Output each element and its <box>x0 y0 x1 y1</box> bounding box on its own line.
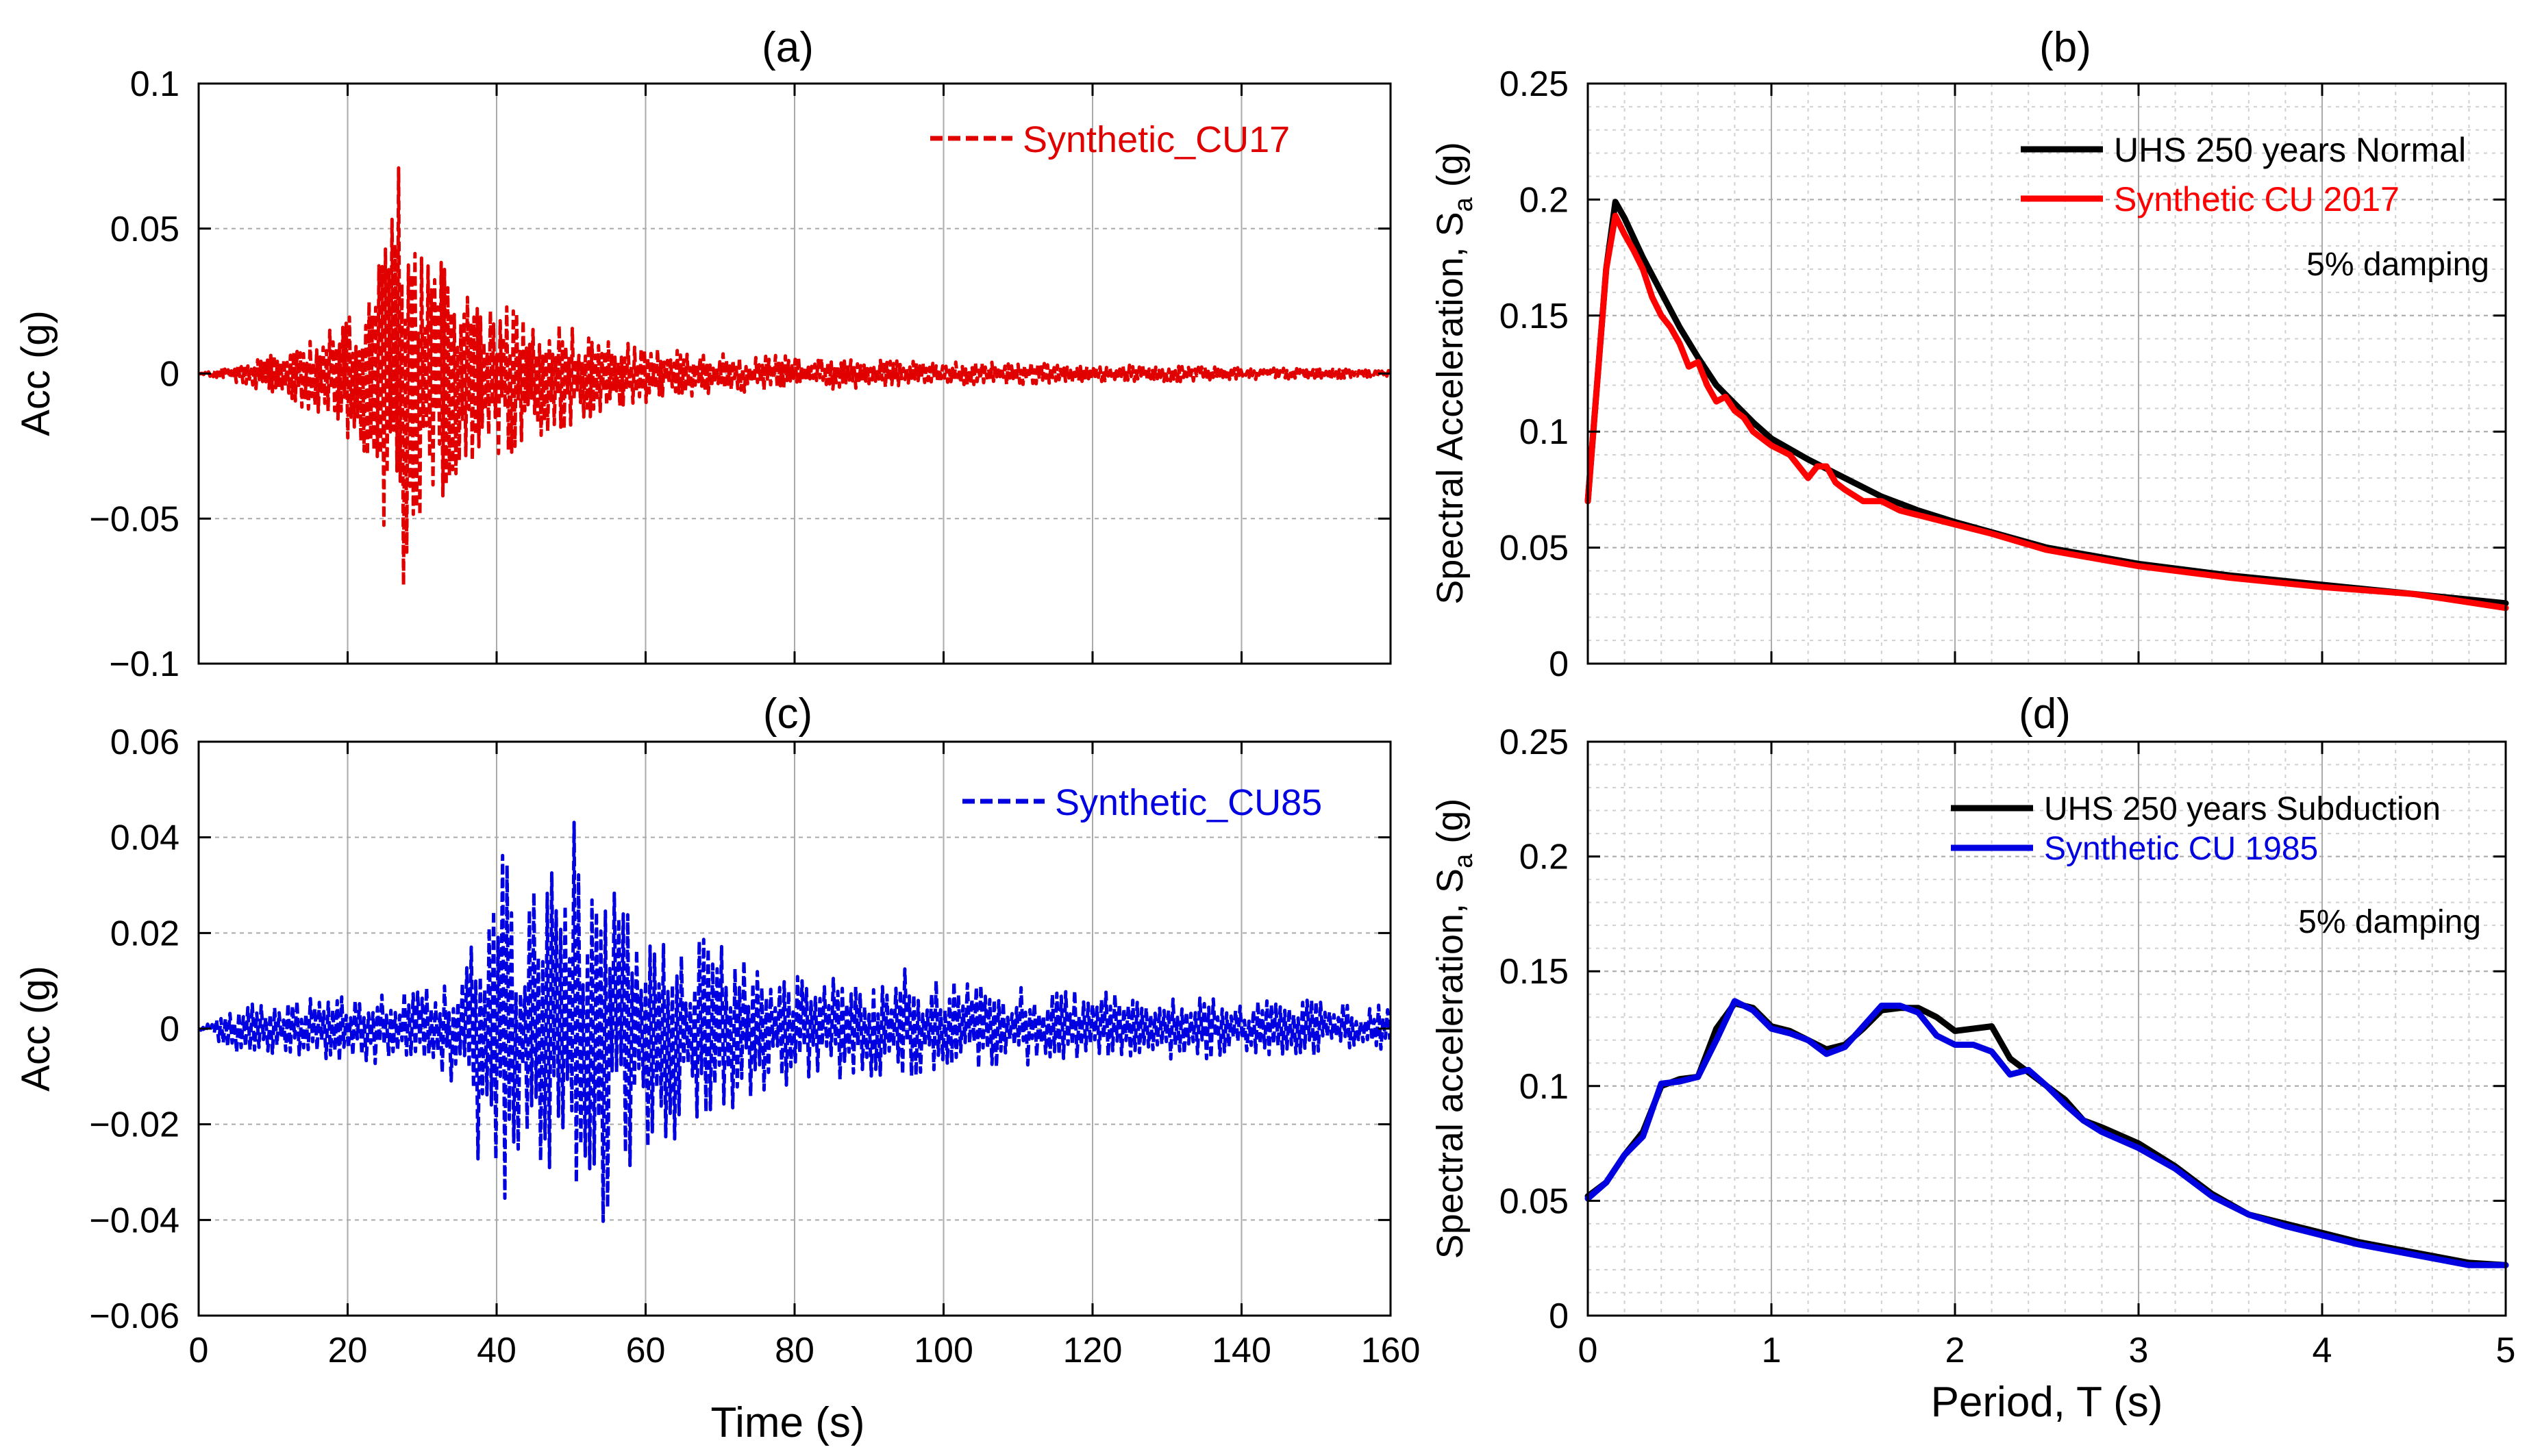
y-tick-label: 0.1 <box>1519 412 1569 452</box>
panel-d-plot-frame <box>1588 742 2506 1316</box>
panel-d-legend-label-synthetic: Synthetic CU 1985 <box>2044 831 2318 867</box>
y-tick-label: 0.15 <box>1499 952 1569 992</box>
panel-a-label: (a) <box>762 24 814 71</box>
panel-c-legend: Synthetic_CU85 <box>962 782 1322 823</box>
y-tick-label: 0.05 <box>1499 1181 1569 1221</box>
panel-c-legend-label: Synthetic_CU85 <box>1055 782 1322 823</box>
panel-a-ylabel: Acc (g) <box>14 310 58 436</box>
panel-c-series <box>197 820 1392 1223</box>
panel-c-ticks: −0.06 −0.04 −0.02 0 0.02 0.04 0.06 0 20 40 60 80 100… <box>89 723 1420 1370</box>
panel-b-legend: UHS 250 years Normal Synthetic CU 2017 <box>2021 131 2466 218</box>
y-tick-label: −0.02 <box>89 1105 179 1145</box>
y-tick-label: −0.06 <box>89 1296 179 1336</box>
y-tick-label: 0.2 <box>1519 838 1569 877</box>
y-tick-label: 0 <box>1549 644 1569 684</box>
series-line-d-1 <box>1584 998 2509 1268</box>
panel-d-response-spectrum-1985: 0 0.05 0.1 0.15 0.2 0.25 0 1 2 3 4 5 (d) Spectral a… <box>1430 690 2515 1426</box>
panel-b-gridlines <box>1587 83 2506 664</box>
x-tick-label: 0 <box>189 1331 209 1370</box>
x-tick-label: 5 <box>2496 1331 2516 1370</box>
x-tick-label: 20 <box>328 1331 368 1370</box>
x-tick-label: 3 <box>2129 1331 2149 1370</box>
panel-b-annotation: 5% damping <box>2306 247 2489 283</box>
y-tick-label: 0.25 <box>1499 64 1569 104</box>
panel-c-label: (c) <box>763 690 812 738</box>
y-tick-label: −0.04 <box>89 1201 179 1240</box>
y-tick-label: 0.05 <box>1499 529 1569 568</box>
y-tick-label: 0.04 <box>110 818 179 858</box>
y-tick-label: 0.02 <box>110 914 179 953</box>
panel-d-legend-label-uhs: UHS 250 years Subduction <box>2044 791 2441 827</box>
y-tick-label: −0.1 <box>109 644 179 684</box>
panel-c-ylabel: Acc (g) <box>14 966 58 1092</box>
x-tick-label: 120 <box>1063 1331 1123 1370</box>
series-line-b-1 <box>1584 212 2509 612</box>
panel-d-ticks: 0 0.05 0.1 0.15 0.2 0.25 0 1 2 3 4 5 <box>1499 723 2516 1370</box>
panel-a-time-history-cu17: −0.1 −0.05 0 0.05 0.1 (a) Acc (g) Synthetic_… <box>14 24 1392 684</box>
panel-a-ticks: −0.1 −0.05 0 0.05 0.1 <box>89 64 1392 684</box>
y-tick-label: 0.15 <box>1499 297 1569 336</box>
panel-a-series <box>198 166 1392 587</box>
panel-a-legend: Synthetic_CU17 <box>930 119 1290 160</box>
x-tick-label: 80 <box>775 1331 814 1370</box>
panel-b-series <box>1584 199 2509 612</box>
panel-d-xlabel: Period, T (s) <box>1931 1379 2163 1426</box>
x-tick-label: 140 <box>1212 1331 1271 1370</box>
panel-b-plot-frame <box>1588 84 2506 664</box>
panel-d-ylabel: Spectral acceleration, Sa (g) <box>1430 799 1478 1259</box>
x-tick-label: 4 <box>2313 1331 2332 1370</box>
x-tick-label: 100 <box>914 1331 973 1370</box>
y-tick-label: 0.1 <box>1519 1067 1569 1107</box>
panel-b-ylabel: Spectral Acceleration, Sa (g) <box>1430 142 1478 604</box>
panel-b-ticks: 0 0.05 0.1 0.15 0.2 0.25 <box>1499 64 2507 684</box>
panel-d-annotation: 5% damping <box>2298 904 2481 940</box>
y-tick-label: 0.06 <box>110 723 179 762</box>
y-tick-label: 0 <box>160 1009 179 1049</box>
panel-b-legend-label-uhs: UHS 250 years Normal <box>2114 131 2466 169</box>
panel-b-response-spectrum-2017: 0 0.05 0.1 0.15 0.2 0.25 (b) Spectral Acceler… <box>1430 24 2509 684</box>
x-tick-label: 0 <box>1578 1331 1598 1370</box>
panel-d-gridlines <box>1587 741 2506 1316</box>
x-tick-label: 40 <box>477 1331 516 1370</box>
series-line-c-0 <box>197 820 1392 1223</box>
series-line-a-0 <box>198 166 1392 587</box>
x-tick-label: 2 <box>1945 1331 1965 1370</box>
y-tick-label: 0 <box>160 355 179 394</box>
panel-d-label: (d) <box>2019 690 2071 738</box>
y-tick-label: 0.1 <box>130 64 179 104</box>
x-tick-label: 60 <box>626 1331 666 1370</box>
y-tick-label: 0 <box>1549 1296 1569 1336</box>
y-tick-label: 0.25 <box>1499 723 1569 762</box>
y-tick-label: 0.05 <box>110 210 179 249</box>
y-tick-label: −0.05 <box>89 499 179 539</box>
panel-a-legend-label: Synthetic_CU17 <box>1023 119 1290 160</box>
x-tick-label: 1 <box>1762 1331 1782 1370</box>
x-tick-label: 160 <box>1361 1331 1421 1370</box>
panel-c-xlabel: Time (s) <box>711 1399 865 1446</box>
y-tick-label: 0.2 <box>1519 180 1569 220</box>
panel-c-time-history-cu85: −0.06 −0.04 −0.02 0 0.02 0.04 0.06 0 20 40 60 80 100… <box>14 690 1420 1446</box>
panel-d-series <box>1584 998 2509 1268</box>
panel-b-label: (b) <box>2039 24 2091 71</box>
panel-d-legend: UHS 250 years Subduction Synthetic CU 19… <box>1951 791 2441 867</box>
panel-b-legend-label-synthetic: Synthetic CU 2017 <box>2114 180 2400 218</box>
